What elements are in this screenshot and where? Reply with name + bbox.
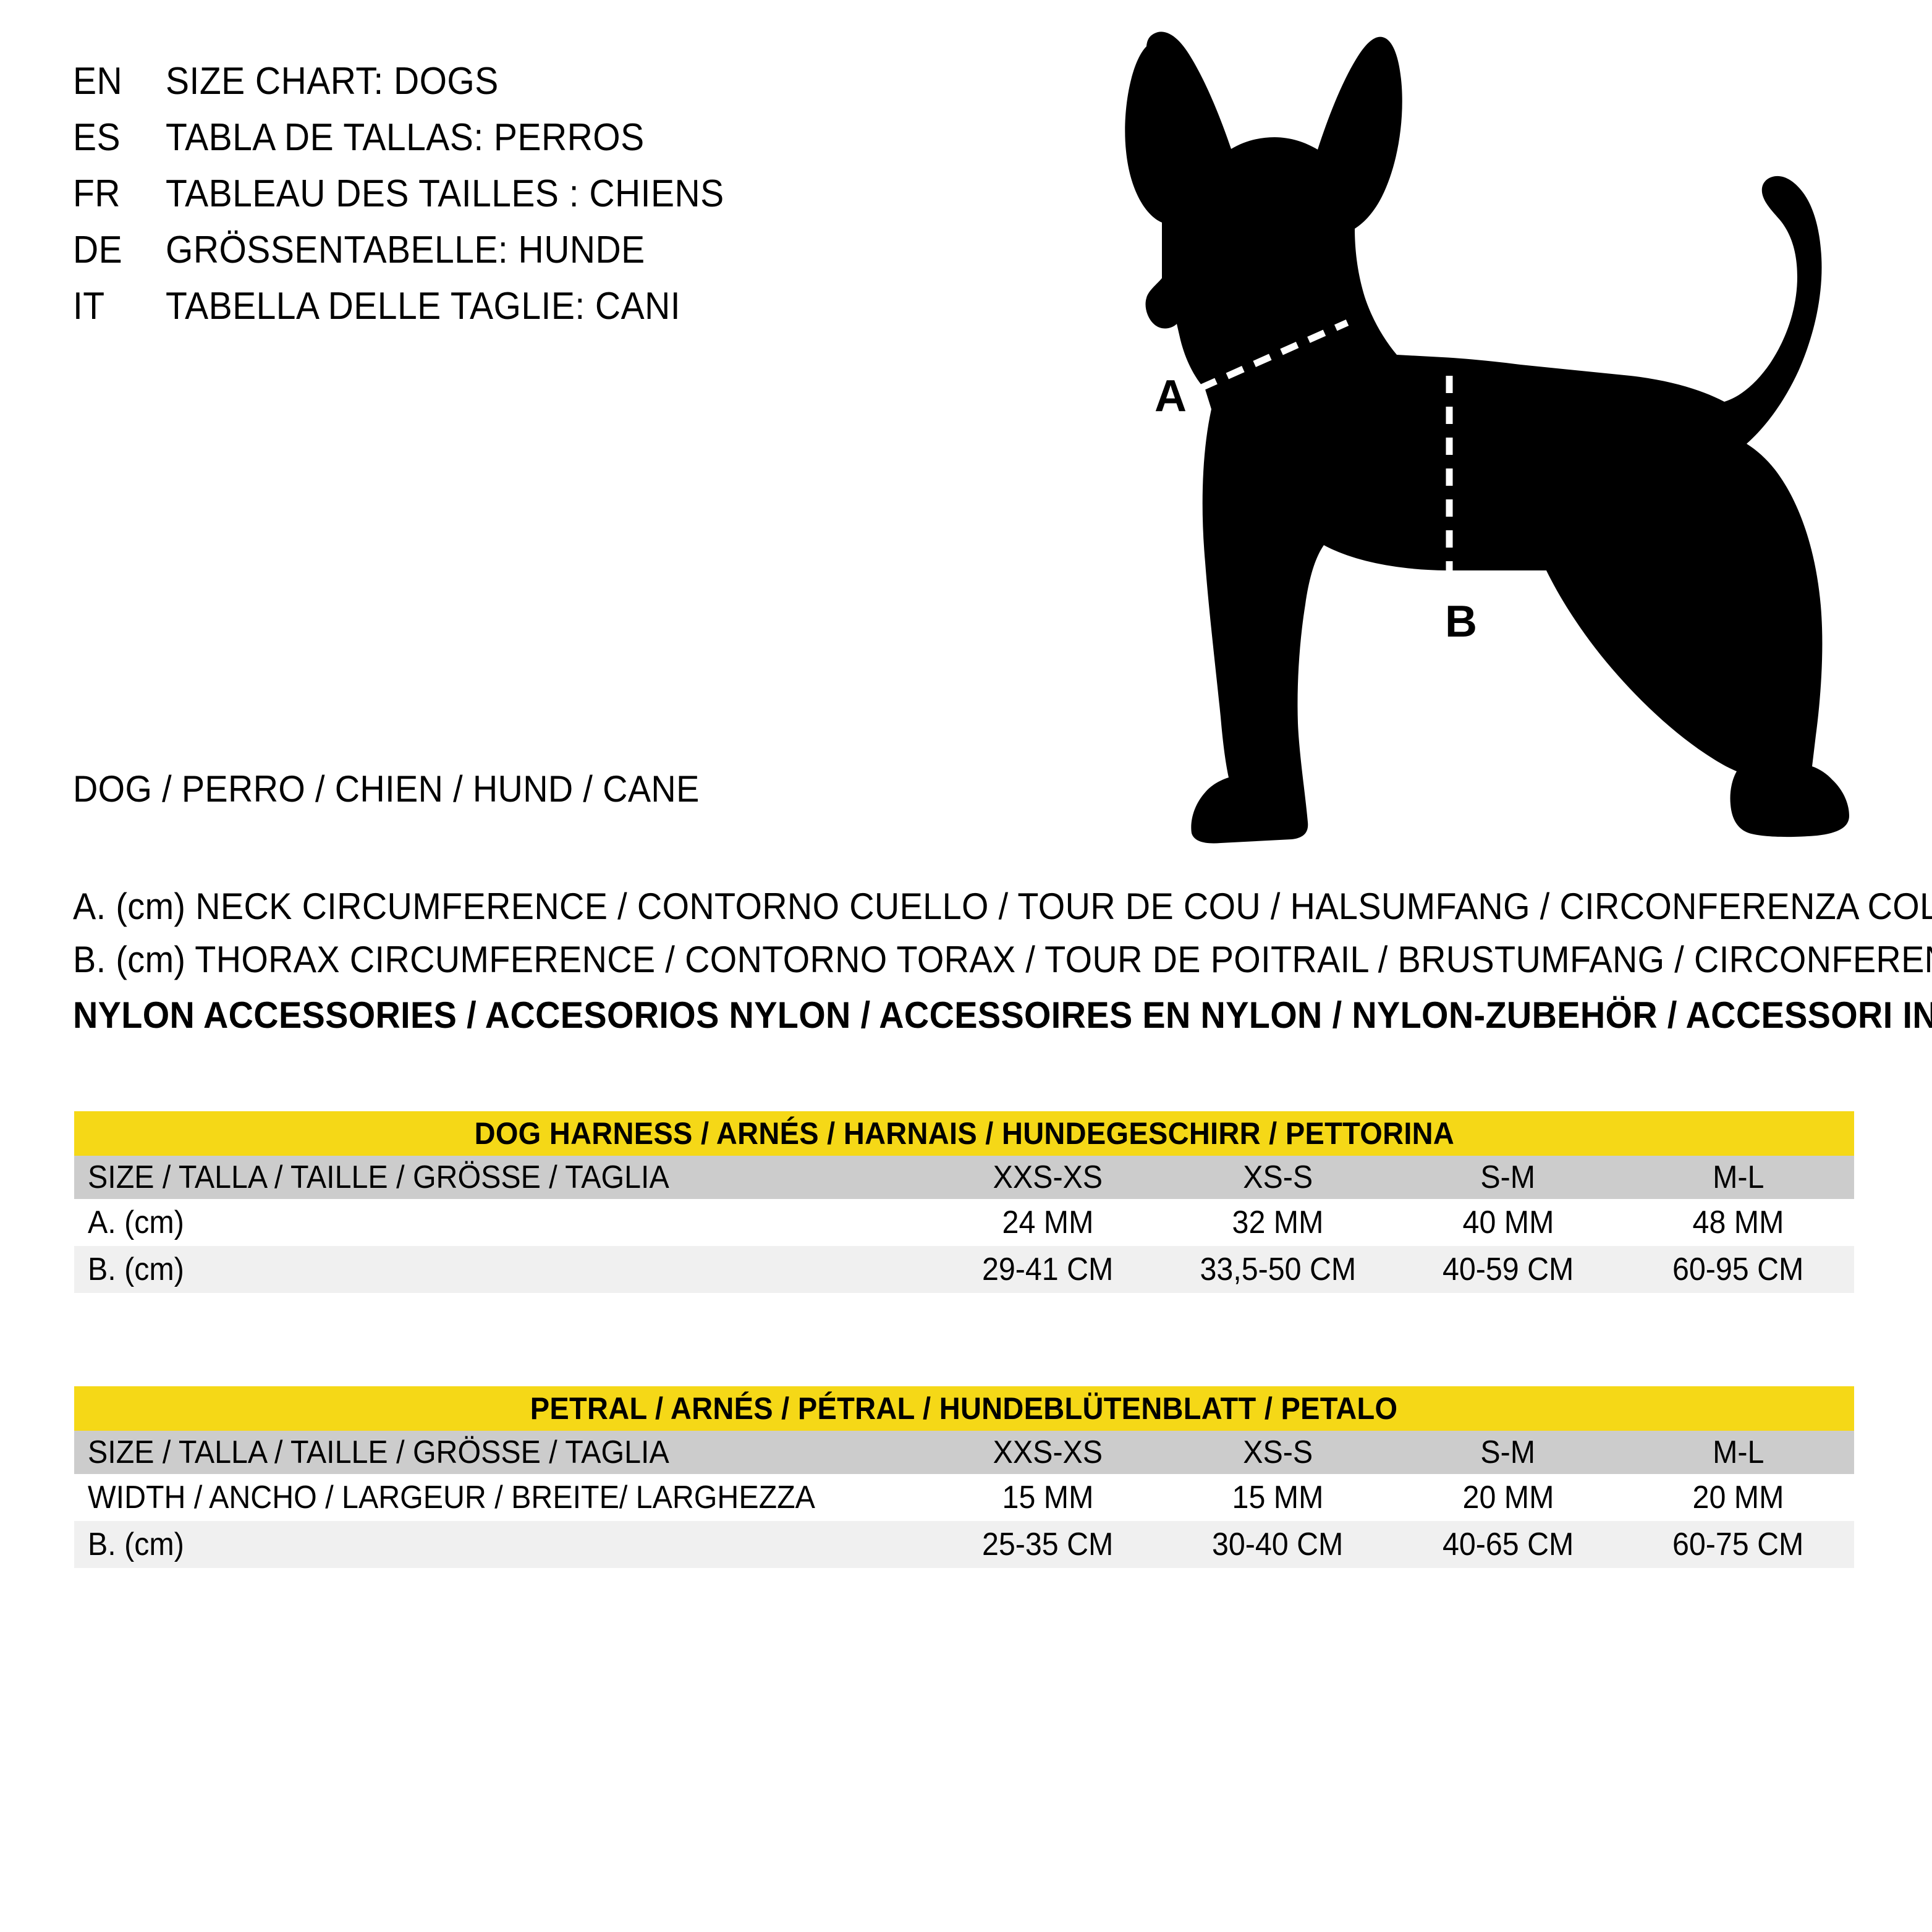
language-text-fr: TABLEAU DES TAILLES : CHIENS: [166, 172, 724, 215]
dog-body-shape: [1125, 32, 1849, 844]
petral-size-col-1: XXS-XS: [933, 1431, 1162, 1474]
harness-row-a-value-1: 24 MM: [933, 1199, 1162, 1246]
petral-size-col-2: XS-S: [1162, 1431, 1394, 1474]
measure-label-b: B: [1445, 597, 1477, 646]
neck-measure-dashed-line: [1198, 319, 1349, 392]
petral-row-b-label: B. (cm): [74, 1521, 933, 1568]
harness-row-a-label: A. (cm): [74, 1199, 933, 1246]
table-title-row: DOG HARNESS / ARNÉS / HARNAIS / HUNDEGES…: [74, 1111, 1854, 1156]
language-row-en: EN SIZE CHART: DOGS: [73, 59, 1000, 116]
language-row-de: DE GRÖSSENTABELLE: HUNDE: [73, 228, 1000, 284]
petral-size-table: PETRAL / ARNÉS / PÉTRAL / HUNDEBLÜTENBLA…: [74, 1386, 1855, 1568]
table-row: B. (cm) 29-41 CM 33,5-50 CM 40-59 CM 60-…: [74, 1246, 1854, 1293]
harness-row-a-value-4: 48 MM: [1622, 1199, 1854, 1246]
language-row-it: IT TABELLA DELLE TAGLIE: CANI: [73, 284, 1000, 341]
harness-row-b-label: B. (cm): [74, 1246, 933, 1293]
petral-row-b-value-1: 25-35 CM: [933, 1521, 1162, 1568]
harness-row-b-value-2: 33,5-50 CM: [1162, 1246, 1394, 1293]
petral-row-b-value-3: 40-65 CM: [1394, 1521, 1622, 1568]
caption-material: NYLON ACCESSORIES / ACCESORIOS NYLON / A…: [73, 994, 1932, 1036]
harness-row-a-value-3: 40 MM: [1394, 1199, 1622, 1246]
language-text-it: TABELLA DELLE TAGLIE: CANI: [166, 285, 681, 328]
caption-subject: DOG / PERRO / CHIEN / HUND / CANE: [73, 768, 700, 810]
language-code-it: IT: [73, 285, 105, 328]
petral-row-width-value-2: 15 MM: [1162, 1474, 1394, 1521]
language-text-de: GRÖSSENTABELLE: HUNDE: [166, 229, 645, 271]
harness-size-col-1: XXS-XS: [933, 1156, 1162, 1199]
table-row: A. (cm) 24 MM 32 MM 40 MM 48 MM: [74, 1199, 1854, 1246]
table-header-row: SIZE / TALLA / TAILLE / GRÖSSE / TAGLIA …: [74, 1156, 1854, 1199]
petral-row-b-value-4: 60-75 CM: [1622, 1521, 1855, 1568]
language-code-es: ES: [73, 116, 121, 159]
harness-row-b-value-4: 60-95 CM: [1622, 1246, 1854, 1293]
language-title-block: EN SIZE CHART: DOGS ES TABLA DE TALLAS: …: [73, 59, 1000, 341]
language-text-en: SIZE CHART: DOGS: [166, 60, 499, 103]
petral-row-b-value-2: 30-40 CM: [1162, 1521, 1394, 1568]
language-row-fr: FR TABLEAU DES TAILLES : CHIENS: [73, 172, 1000, 228]
language-code-en: EN: [73, 60, 123, 103]
language-code-fr: FR: [73, 172, 121, 215]
language-row-es: ES TABLA DE TALLAS: PERROS: [73, 116, 1000, 172]
table-row: WIDTH / ANCHO / LARGEUR / BREITE/ LARGHE…: [74, 1474, 1855, 1521]
petral-size-label: SIZE / TALLA / TAILLE / GRÖSSE / TAGLIA: [74, 1431, 933, 1474]
table-header-row: SIZE / TALLA / TAILLE / GRÖSSE / TAGLIA …: [74, 1431, 1855, 1474]
caption-measure-a: A. (cm) NECK CIRCUMFERENCE / CONTORNO CU…: [73, 886, 1932, 927]
petral-row-width-value-4: 20 MM: [1622, 1474, 1855, 1521]
petral-row-width-label: WIDTH / ANCHO / LARGEUR / BREITE/ LARGHE…: [74, 1474, 933, 1521]
petral-table-title: PETRAL / ARNÉS / PÉTRAL / HUNDEBLÜTENBLA…: [74, 1386, 1855, 1431]
table-row: B. (cm) 25-35 CM 30-40 CM 40-65 CM 60-75…: [74, 1521, 1855, 1568]
dog-harness-size-table: DOG HARNESS / ARNÉS / HARNAIS / HUNDEGES…: [74, 1111, 1854, 1293]
harness-row-b-value-3: 40-59 CM: [1394, 1246, 1622, 1293]
harness-row-a-value-2: 32 MM: [1162, 1199, 1394, 1246]
harness-table-title: DOG HARNESS / ARNÉS / HARNAIS / HUNDEGES…: [74, 1111, 1854, 1156]
table-title-row: PETRAL / ARNÉS / PÉTRAL / HUNDEBLÜTENBLA…: [74, 1386, 1855, 1431]
dog-silhouette-icon: [1125, 32, 1849, 844]
petral-size-col-3: S-M: [1394, 1431, 1622, 1474]
harness-size-col-4: M-L: [1622, 1156, 1854, 1199]
petral-row-width-value-1: 15 MM: [933, 1474, 1162, 1521]
dog-silhouette-figure: A B: [1088, 19, 1922, 847]
petral-row-width-value-3: 20 MM: [1394, 1474, 1622, 1521]
caption-measure-b: B. (cm) THORAX CIRCUMFERENCE / CONTORNO …: [73, 939, 1932, 980]
harness-row-b-value-1: 29-41 CM: [933, 1246, 1162, 1293]
measure-label-a: A: [1155, 371, 1187, 421]
harness-size-col-3: S-M: [1394, 1156, 1622, 1199]
petral-size-col-4: M-L: [1622, 1431, 1855, 1474]
harness-size-col-2: XS-S: [1162, 1156, 1394, 1199]
language-text-es: TABLA DE TALLAS: PERROS: [166, 116, 645, 159]
harness-size-label: SIZE / TALLA / TAILLE / GRÖSSE / TAGLIA: [74, 1156, 933, 1199]
language-code-de: DE: [73, 229, 123, 271]
